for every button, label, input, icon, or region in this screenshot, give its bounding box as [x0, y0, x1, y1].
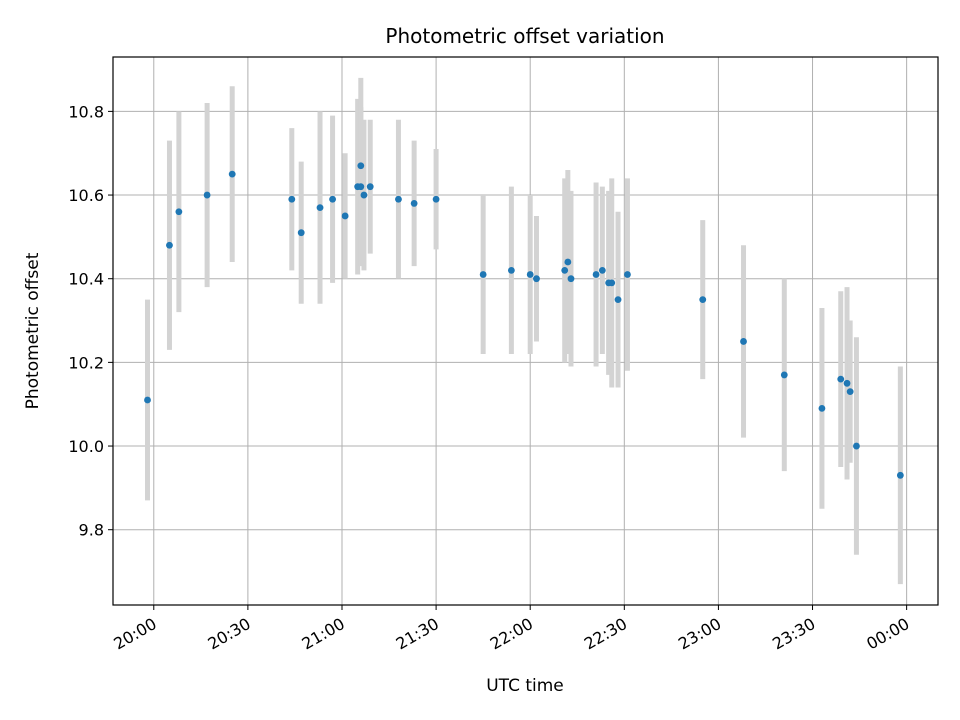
data-point [598, 266, 606, 274]
data-point [614, 296, 622, 304]
data-point [533, 275, 540, 283]
plot-frame [112, 56, 939, 606]
data-point [479, 271, 487, 278]
data-point [699, 296, 707, 304]
data-point [175, 208, 183, 216]
data-point [144, 396, 151, 404]
y-tick-label: 9.8 [79, 521, 104, 540]
data-point [567, 275, 575, 283]
data-point [837, 375, 845, 383]
data-point [316, 204, 324, 211]
data-point [853, 442, 860, 450]
data-point [329, 195, 336, 203]
data-point [357, 162, 365, 170]
data-point [341, 212, 349, 220]
y-tick-label: 10.8 [68, 102, 104, 121]
data-point [592, 271, 600, 278]
data-point [843, 379, 851, 387]
data-point [357, 183, 365, 191]
data-points [144, 162, 904, 479]
data-point [818, 404, 826, 412]
data-point [410, 200, 418, 207]
data-point [166, 241, 173, 249]
data-point [624, 271, 631, 278]
data-point [564, 258, 572, 266]
y-tick-label: 10.6 [68, 186, 104, 205]
y-tick-label: 10.2 [68, 353, 104, 372]
data-point [203, 191, 211, 199]
data-point [297, 229, 305, 237]
data-point [740, 338, 747, 345]
chart-title: Photometric offset variation [385, 24, 664, 48]
data-point [360, 191, 368, 199]
x-axis-label: UTC time [486, 676, 564, 696]
data-point [288, 195, 296, 203]
data-point [608, 279, 616, 287]
data-point [561, 266, 569, 274]
data-point [366, 183, 374, 191]
y-axis-label: Photometric offset [23, 252, 43, 409]
data-point [896, 471, 904, 479]
y-tick-label: 10.0 [68, 437, 104, 456]
data-point [526, 271, 534, 278]
data-point [846, 388, 854, 396]
data-point [395, 195, 402, 203]
data-point [507, 266, 515, 274]
y-axis: 9.8 10.0 10.2 10.4 10.6 10.8 [68, 102, 113, 540]
y-tick-label: 10.4 [68, 270, 104, 289]
data-point [780, 371, 788, 379]
data-point [228, 170, 236, 178]
data-point [432, 195, 440, 203]
